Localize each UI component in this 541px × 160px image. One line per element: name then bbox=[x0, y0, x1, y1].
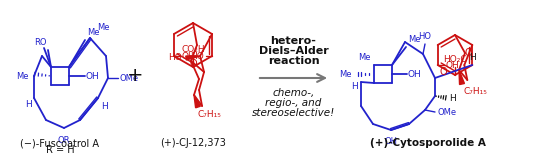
Text: Me: Me bbox=[408, 35, 420, 44]
Text: O: O bbox=[189, 59, 197, 69]
Text: OR: OR bbox=[58, 136, 70, 145]
Text: H: H bbox=[449, 93, 456, 103]
Text: OH: OH bbox=[446, 60, 459, 69]
Text: reaction: reaction bbox=[268, 56, 319, 66]
Text: regio-, and: regio-, and bbox=[265, 98, 322, 108]
Text: O: O bbox=[439, 67, 447, 77]
Text: (+)-CJ-12,373: (+)-CJ-12,373 bbox=[160, 138, 226, 148]
Text: Me: Me bbox=[87, 28, 100, 37]
Text: stereoselective!: stereoselective! bbox=[252, 108, 335, 118]
Text: CO₂H: CO₂H bbox=[181, 45, 205, 54]
Text: C₇H₁₅: C₇H₁₅ bbox=[198, 110, 222, 119]
Text: OH: OH bbox=[86, 72, 100, 80]
Text: H: H bbox=[101, 102, 108, 111]
Text: H: H bbox=[25, 100, 32, 108]
Polygon shape bbox=[459, 70, 464, 84]
Text: Diels–Alder: Diels–Alder bbox=[259, 46, 328, 56]
Text: H: H bbox=[469, 52, 476, 61]
Text: Me: Me bbox=[340, 69, 352, 79]
Text: OH: OH bbox=[182, 52, 196, 60]
Text: Me: Me bbox=[97, 23, 109, 32]
Text: Me: Me bbox=[16, 72, 29, 80]
Text: HO: HO bbox=[190, 52, 204, 60]
Text: Me: Me bbox=[359, 53, 371, 62]
Text: (−)-Fuscoatrol A: (−)-Fuscoatrol A bbox=[21, 138, 100, 148]
Text: HO: HO bbox=[168, 53, 182, 63]
Text: OH: OH bbox=[385, 137, 398, 146]
Text: H: H bbox=[351, 81, 358, 91]
Text: OMe: OMe bbox=[437, 108, 456, 116]
Text: (+)-Cytosporolide A: (+)-Cytosporolide A bbox=[370, 138, 486, 148]
Polygon shape bbox=[194, 95, 200, 108]
Text: C₇H₁₅: C₇H₁₅ bbox=[464, 87, 488, 96]
Text: O: O bbox=[465, 48, 472, 58]
Text: chemo-,: chemo-, bbox=[272, 88, 315, 98]
Text: OMe: OMe bbox=[119, 73, 138, 83]
Text: R = H: R = H bbox=[45, 145, 74, 155]
Text: HO: HO bbox=[419, 32, 432, 41]
Text: hetero-: hetero- bbox=[270, 36, 316, 46]
Text: +: + bbox=[127, 65, 143, 84]
Text: RO: RO bbox=[35, 38, 47, 47]
Text: OH: OH bbox=[408, 69, 422, 79]
Text: HO₂C: HO₂C bbox=[443, 55, 467, 64]
Polygon shape bbox=[186, 56, 200, 60]
